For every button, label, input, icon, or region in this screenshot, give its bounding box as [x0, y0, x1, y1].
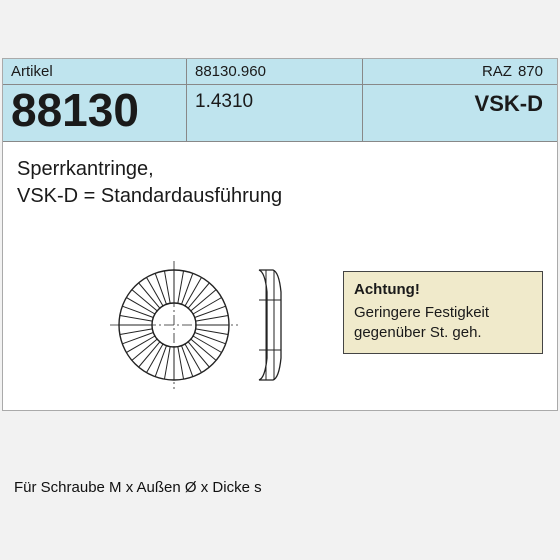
- product-subtitle: VSK-D = Standardausführung: [17, 185, 543, 208]
- artikel-number: 88130: [3, 85, 187, 141]
- raz-cell: RAZ 870: [363, 59, 557, 84]
- warning-header: Achtung!: [354, 280, 532, 300]
- washer-diagram-icon: [109, 250, 309, 400]
- warning-box: Achtung! Geringere Festigkeit gegenüber …: [343, 271, 543, 354]
- header-label-row: Artikel 88130.960 RAZ 870: [3, 59, 557, 85]
- product-title: Sperrkantringe,: [17, 158, 543, 181]
- warning-line1: Geringere Festigkeit: [354, 303, 532, 323]
- dimensions-legend: Für Schraube M x Außen Ø x Dicke s: [14, 479, 262, 496]
- raz-value: 870: [518, 63, 543, 80]
- product-datasheet-card: Artikel 88130.960 RAZ 870 88130 1.4310 VS…: [2, 58, 558, 411]
- type-code: VSK-D: [363, 85, 557, 141]
- header-value-row: 88130 1.4310 VSK-D: [3, 85, 557, 142]
- artikel-label: Artikel: [3, 59, 187, 84]
- warning-line2: gegenüber St. geh.: [354, 323, 532, 343]
- material-code: 1.4310: [187, 85, 363, 141]
- body-area: Sperrkantringe, VSK-D = Standardausführu…: [3, 142, 557, 410]
- full-code: 88130.960: [187, 59, 363, 84]
- raz-label: RAZ: [482, 63, 512, 80]
